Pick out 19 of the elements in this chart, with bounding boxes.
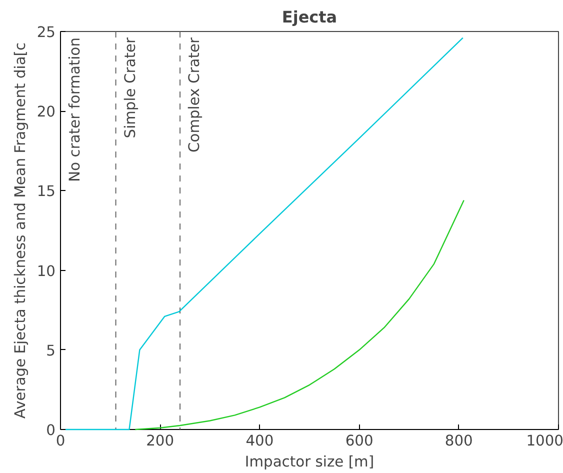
ref-line-label: Complex Crater <box>186 36 204 152</box>
x-tick-label: 400 <box>246 432 274 450</box>
x-tick-label: 1000 <box>526 432 563 450</box>
y-tick-label: 20 <box>36 104 56 121</box>
x-tick-label: 200 <box>146 432 174 450</box>
x-tick-label: 600 <box>345 432 374 450</box>
y-tick-label: 25 <box>36 24 56 41</box>
y-tick-label: 15 <box>36 183 56 200</box>
x-axis-title: Impactor size [m] <box>244 454 374 470</box>
chart-title: Ejecta <box>282 8 338 26</box>
x-tick-label: 800 <box>444 432 473 450</box>
y-tick-label: 0 <box>46 422 56 439</box>
ref-line-label: Simple Crater <box>122 36 139 138</box>
y-tick-label: 10 <box>36 262 56 280</box>
y-tick-label: 5 <box>46 342 56 360</box>
line-series <box>64 37 464 430</box>
annotation: No crater formation <box>66 37 84 182</box>
y-axis-title: Average Ejecta thickness and Mean Fragment dia[c <box>12 42 29 419</box>
line-series <box>134 200 464 430</box>
